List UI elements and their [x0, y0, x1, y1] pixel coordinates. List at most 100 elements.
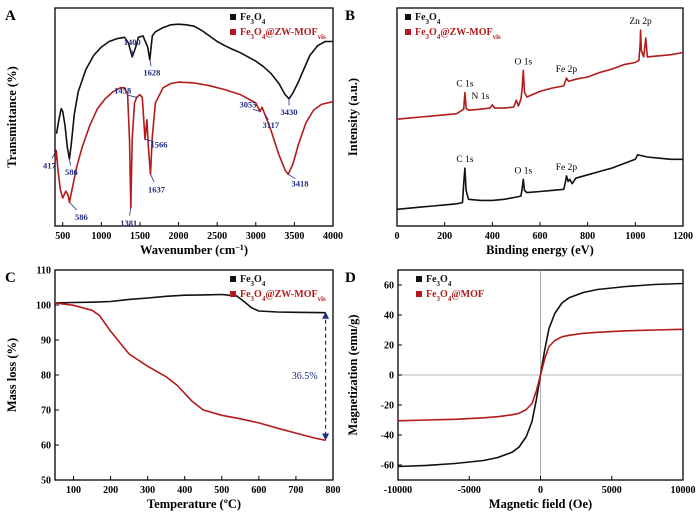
annotation-arrow [264, 113, 269, 120]
text-part: Fe [240, 12, 251, 23]
peak-label: Fe 2p [556, 163, 578, 173]
text-part: 3 [426, 33, 430, 41]
text-part: O [254, 27, 262, 38]
annotation-label: 1628 [143, 68, 160, 78]
annotation-label: 1637 [148, 184, 166, 194]
x-tick-label: 700 [288, 485, 303, 496]
annotation-arrow [149, 59, 152, 67]
legend-swatch [230, 291, 236, 297]
x-tick-label: 1000 [625, 231, 645, 242]
annotation-label: 1458 [114, 85, 131, 95]
legend-entry: Fe3O4 [240, 274, 266, 288]
x-tick-label: 10000 [671, 485, 696, 496]
text-part: 3 [251, 295, 255, 303]
x-tick-label: 500 [214, 485, 229, 496]
text-part: 3 [251, 33, 255, 41]
y-tick-label: -40 [381, 431, 394, 442]
panel-d: D -10000 -5000 0 5000 10000 -60 -40 -20 0 20 40 60 Ma… [345, 269, 696, 511]
peak-label: Fe 2p [556, 65, 578, 75]
peak-label: O 1s [514, 166, 532, 176]
annotation-arrow [129, 207, 132, 216]
y-axis-title: Transmittance (%) [5, 66, 19, 167]
annotation-label: 586 [65, 167, 78, 177]
y-tick-label: 70 [41, 406, 51, 417]
x-tick-label: -10000 [384, 485, 412, 496]
annotation-arrow [252, 108, 261, 112]
text-part: 3 [251, 18, 255, 26]
x-tick-label: 600 [533, 231, 548, 242]
annotation-arrow [128, 94, 137, 98]
x-tick-label: 600 [251, 485, 266, 496]
panel-letter: D [345, 270, 356, 286]
annotation-arrow [69, 201, 77, 211]
y-tick-label: 40 [384, 311, 394, 322]
text-part: ) [244, 243, 248, 257]
x-tick-label: 1000 [91, 231, 111, 242]
x-tick-label: 3000 [246, 231, 266, 242]
x-tick-label: 2500 [207, 231, 227, 242]
legend-swatch [416, 291, 422, 297]
plot-frame [54, 7, 334, 227]
legend-swatch [230, 14, 236, 20]
mass-loss-arrowhead [322, 433, 330, 441]
panel-a: A 500 1000 1500 2000 2500 3000 3500 4000 Wavenumb… [5, 7, 343, 258]
text-part: O [429, 12, 437, 23]
panel-c: C 100 200 300 400 500 600 700 800 50 60 70 80 90 100 11… [5, 266, 341, 512]
x-tick-label: 200 [103, 485, 118, 496]
mass-loss-arrowhead-top [322, 311, 330, 319]
series-line-0 [55, 23, 333, 160]
series-line-0 [396, 154, 683, 211]
text-part: Wavenumber (cm [140, 243, 236, 257]
text-part: @ZW-MOF [440, 27, 492, 38]
text-part: 4 [262, 295, 266, 303]
peak-label: N 1s [471, 92, 489, 102]
y-tick-label: 90 [41, 336, 51, 347]
text-part: vis [493, 33, 501, 41]
legend-entry: Fe3O4 [240, 12, 266, 26]
panel-letter: B [345, 8, 355, 24]
x-tick-label: 300 [140, 485, 155, 496]
peak-label: Zn 2p [629, 17, 652, 27]
panel-letter: A [5, 8, 16, 24]
legend-swatch [230, 29, 236, 35]
annotation-label: 3055 [240, 99, 257, 109]
legend-swatch [230, 276, 236, 282]
legend-entry: Fe3O4 [415, 12, 441, 26]
annotation-label: 586 [75, 212, 88, 222]
text-part: 4 [448, 295, 452, 303]
text-part: O [254, 289, 262, 300]
series-line-1 [54, 81, 334, 209]
x-tick-label: 0 [395, 231, 400, 242]
annotation-label: 3117 [263, 120, 280, 130]
x-axis-title: Wavenumber (cm−1) [140, 243, 248, 258]
y-tick-label: 20 [384, 341, 394, 352]
y-tick-label: 110 [37, 266, 51, 277]
x-axis-title: Temperature (ºC) [147, 497, 241, 511]
annotation-label: 3430 [280, 107, 297, 117]
y-tick-label: 100 [36, 301, 51, 312]
x-tick-label: 1500 [130, 231, 150, 242]
text-part: Fe [426, 289, 437, 300]
y-axis-title: Intensity (a.u.) [346, 78, 360, 156]
x-tick-label: 5000 [602, 485, 622, 496]
legend-entry: Fe3O4@MOF [426, 289, 484, 303]
panel-letter: C [5, 270, 16, 286]
annotation-arrow [144, 138, 154, 142]
legend-entry: Fe3O4@ZW-MOFvis [415, 27, 501, 41]
text-part: 4 [262, 33, 266, 41]
y-tick-label: -60 [381, 461, 394, 472]
x-tick-label: -5000 [458, 485, 481, 496]
legend-entry: Fe3O4@ZW-MOFvis [240, 27, 326, 41]
text-part: Fe [240, 27, 251, 38]
text-part: @MOF [451, 289, 484, 300]
y-tick-label: 50 [41, 476, 51, 487]
text-part: O [440, 289, 448, 300]
text-part: 3 [437, 295, 441, 303]
y-axis-title: Magnetization (emu/g) [346, 314, 360, 435]
y-tick-label: -20 [381, 401, 394, 412]
text-part: 4 [262, 280, 266, 288]
y-axis-title: Mass loss (%) [5, 338, 19, 412]
x-tick-label: 800 [580, 231, 595, 242]
x-axis-title: Magnetic field (Oe) [489, 497, 592, 511]
text-part: 3 [426, 18, 430, 26]
